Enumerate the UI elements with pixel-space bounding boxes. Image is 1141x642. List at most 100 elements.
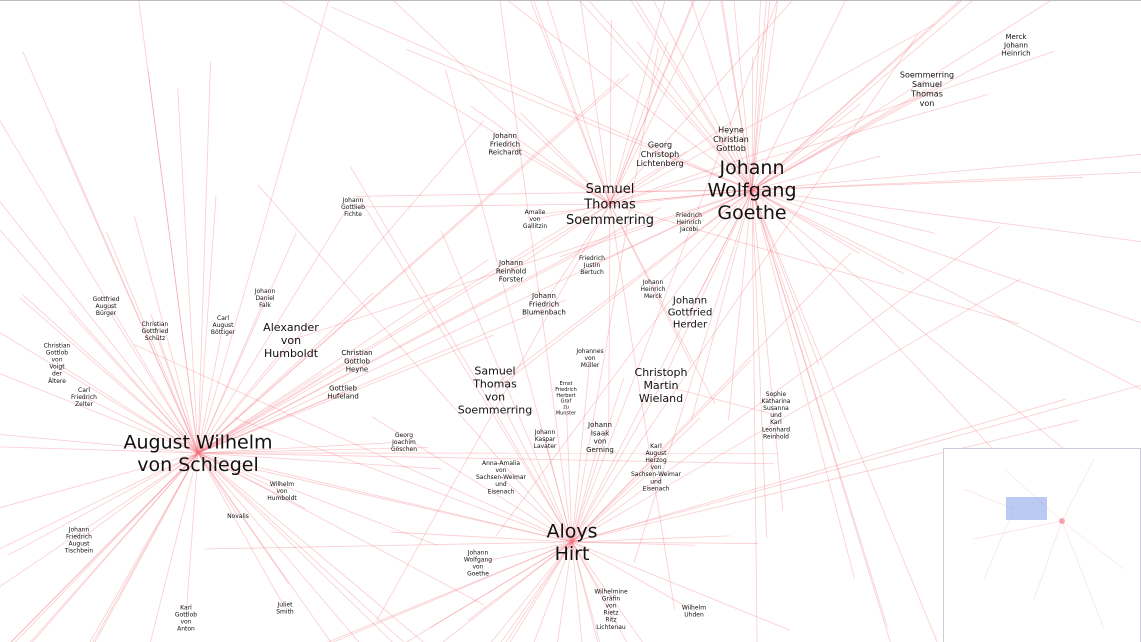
- label-line: Heinrich: [677, 219, 702, 226]
- node-label[interactable]: Johann Gottfried Herder: [668, 296, 713, 331]
- node-label[interactable]: Merck Johann Heinrich: [1001, 33, 1030, 58]
- edge: [580, 1, 611, 205]
- node-label[interactable]: Johann Friedrich Reichardt: [488, 132, 522, 157]
- label-line: Friedrich: [555, 387, 577, 393]
- edge: [571, 541, 643, 642]
- node-label[interactable]: Johann Reinhold Forster: [496, 259, 526, 284]
- node-label[interactable]: Ernst Friedrich Herbert Graf zu Munster: [555, 381, 577, 417]
- edge: [197, 452, 283, 492]
- node-label[interactable]: Christian Gottfried Schütz: [142, 321, 169, 342]
- edge: [197, 452, 442, 470]
- edge: [499, 1, 573, 543]
- node-label[interactable]: Karl August Herzog von Sachsen-Weimar und Eise…: [631, 443, 682, 492]
- node-label[interactable]: Christoph Martin Wieland: [635, 366, 688, 405]
- node-label[interactable]: Christian Gottlob Heyne: [341, 349, 372, 374]
- node-label[interactable]: Juliet Smith: [276, 602, 294, 616]
- label-line: Gottlieb: [341, 204, 365, 211]
- label-line: Johann: [254, 288, 276, 295]
- label-line: Herder: [673, 319, 708, 330]
- edge: [197, 339, 292, 454]
- label-line: Anna-Amalia: [482, 460, 520, 467]
- node-label[interactable]: Wilhelmine Gräfin von Rietz Ritz Lichtenau: [594, 588, 628, 630]
- label-line: Gottlieb: [329, 384, 357, 392]
- node-label[interactable]: Georg Joachim Göschen: [391, 432, 417, 453]
- edge: [609, 203, 1020, 325]
- node-label[interactable]: Johann Isaak von Gerning: [586, 421, 614, 454]
- minimap-viewport[interactable]: [1006, 497, 1047, 520]
- label-line: Uhden: [684, 612, 704, 619]
- node-label[interactable]: Gottfried August Bürger: [93, 296, 120, 317]
- label-line: Johann: [498, 259, 523, 267]
- edge: [520, 112, 611, 205]
- node-label[interactable]: Samuel Thomas von Soemmerring: [458, 364, 533, 416]
- node-label[interactable]: Alexander von Humboldt: [263, 321, 319, 360]
- node-label[interactable]: Wilhelm Uhden: [682, 605, 706, 619]
- label-line: Jacobi: [679, 226, 698, 233]
- node-label[interactable]: Samuel Thomas Soemmerring: [566, 182, 654, 228]
- node-label[interactable]: Gottlieb Hufeland: [327, 384, 359, 400]
- node-label[interactable]: Johann Friedrich August Tischbein: [64, 526, 94, 554]
- node-label[interactable]: Georg Christoph Lichtenberg: [636, 140, 684, 168]
- edge: [571, 34, 919, 543]
- edge: [571, 541, 612, 610]
- edge: [571, 541, 695, 612]
- label-line: von: [594, 438, 607, 446]
- node-label[interactable]: Johann Kaspar Lavater: [534, 429, 557, 450]
- node-label[interactable]: Johann Friedrich Blumenbach: [522, 292, 566, 317]
- label-line: Carl: [78, 387, 90, 394]
- edge: [54, 128, 199, 454]
- edge: [560, 189, 753, 258]
- edge: [197, 452, 424, 642]
- minimap[interactable]: [943, 448, 1141, 642]
- label-line: Gottfried: [93, 296, 120, 303]
- label-line: Soemmerring: [458, 403, 533, 416]
- node-label[interactable]: Friedrich Heinrich Jacobi: [676, 212, 702, 233]
- node-label[interactable]: Wilhelm von Humboldt: [267, 481, 297, 502]
- node-label[interactable]: Johannes von Müller: [575, 348, 603, 369]
- label-line: von: [920, 99, 935, 108]
- label-line: Ältere: [48, 378, 66, 385]
- edge: [751, 1, 1051, 191]
- node-label[interactable]: Carl August Böttiger: [211, 315, 236, 336]
- node-label[interactable]: Soemmerring Samuel Thomas von: [900, 71, 954, 108]
- edge: [609, 189, 753, 205]
- edge: [609, 19, 612, 205]
- label-line: Friedrich: [579, 255, 605, 262]
- edge: [138, 1, 199, 454]
- edge: [197, 452, 286, 609]
- edge: [751, 1, 960, 191]
- label-line: von: [276, 488, 287, 495]
- edge: [105, 305, 199, 454]
- node-label[interactable]: Sophie Katharina Susanna und Karl Leonhard Rei…: [762, 391, 791, 440]
- label-line: Wilhelm: [682, 605, 706, 612]
- label-line: Herbert: [556, 393, 575, 399]
- edge: [477, 541, 573, 564]
- edge: [571, 357, 591, 543]
- node-label[interactable]: Christian Gottlob von Voigt der Ältere: [44, 342, 71, 384]
- node-label[interactable]: Karl Gottlob von Anton: [175, 604, 197, 632]
- node-label[interactable]: Friedrich Justin Bertuch: [579, 255, 605, 276]
- label-line: Herzog: [645, 457, 666, 464]
- edge: [257, 184, 573, 543]
- node-label[interactable]: Anna-Amalia von Sachsen-Weimar und Eisenach: [476, 460, 527, 495]
- edge: [751, 189, 938, 642]
- node-label[interactable]: Novalis: [227, 513, 249, 520]
- label-line: von: [51, 357, 62, 364]
- node-label[interactable]: Johann Daniel Falk: [254, 288, 276, 309]
- edge: [609, 41, 669, 205]
- node-label[interactable]: Johann Heinrich Merck: [641, 279, 666, 300]
- node-label[interactable]: August Wilhelm von Schlegel: [124, 431, 273, 475]
- node-label[interactable]: Johann Wolfgang Goethe: [707, 157, 796, 224]
- edge: [19, 297, 199, 454]
- node-label[interactable]: Aloys Hirt: [546, 520, 597, 564]
- label-line: Gottlob: [175, 612, 197, 619]
- node-label[interactable]: Johann Wolfgang von Goethe: [464, 549, 492, 577]
- node-label[interactable]: Heyne Christian Gottlob: [713, 125, 749, 153]
- node-label[interactable]: Carl Friedrich Zelter: [71, 387, 97, 408]
- node-label[interactable]: Amalie von Gallitzin: [523, 209, 547, 230]
- label-line: Karl: [180, 604, 192, 611]
- edge: [547, 1, 611, 205]
- label-line: Gerning: [586, 446, 614, 454]
- edge: [653, 1, 753, 191]
- node-label[interactable]: Johann Gottlieb Fichte: [341, 197, 365, 218]
